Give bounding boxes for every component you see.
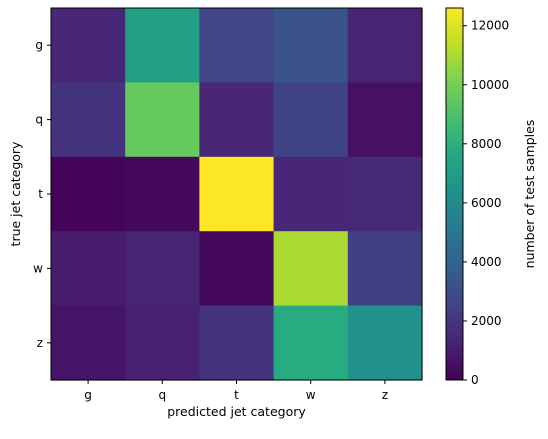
- heatmap-cell-z-q: [125, 305, 200, 381]
- y-tick-label-q: q: [35, 113, 43, 127]
- x-tick-label-g: g: [84, 388, 92, 402]
- heatmap-cell-q-g: [51, 82, 126, 158]
- heatmap-cell-q-z: [347, 82, 423, 158]
- heatmap-cell-w-t: [199, 231, 275, 307]
- colorbar-tick-label-8000: 8000: [471, 137, 502, 151]
- heatmap-cell-z-t: [199, 305, 275, 381]
- heatmap-cells: [51, 8, 423, 381]
- heatmap-cell-g-t: [199, 8, 275, 83]
- heatmap-cell-t-t: [199, 156, 275, 232]
- colorbar-label: number of test samples: [522, 120, 537, 269]
- heatmap-cell-g-q: [125, 8, 200, 83]
- heatmap-cell-g-w: [273, 8, 349, 83]
- colorbar-frame: [445, 7, 464, 381]
- colorbar-tick-label-10000: 10000: [471, 78, 509, 92]
- colorbar-tick-label-2000: 2000: [471, 314, 502, 328]
- heatmap-cell-z-w: [273, 305, 349, 381]
- heatmap-cell-t-w: [273, 156, 349, 232]
- colorbar-tick-label-12000: 12000: [471, 19, 509, 33]
- heatmap-cell-q-q: [125, 82, 200, 158]
- y-tick-label-t: t: [38, 187, 43, 201]
- x-tick-label-q: q: [158, 388, 166, 402]
- colorbar-tick-label-0: 0: [471, 373, 479, 387]
- heatmap-cell-t-g: [51, 156, 126, 232]
- y-tick-label-z: z: [37, 336, 43, 350]
- heatmap-cell-g-z: [347, 8, 423, 83]
- colorbar-tick-label-4000: 4000: [471, 255, 502, 269]
- heatmap-cell-t-z: [347, 156, 423, 232]
- heatmap-cell-w-g: [51, 231, 126, 307]
- x-tick-label-z: z: [382, 388, 388, 402]
- heatmap-cell-t-q: [125, 156, 200, 232]
- heatmap-cell-w-q: [125, 231, 200, 307]
- colorbar-tick-label-6000: 6000: [471, 196, 502, 210]
- y-axis-ticks: g q t w z: [33, 38, 51, 350]
- x-axis-label: predicted jet category: [167, 404, 306, 419]
- x-tick-label-t: t: [234, 388, 239, 402]
- heatmap-cell-q-t: [199, 82, 275, 158]
- y-tick-label-g: g: [35, 38, 43, 52]
- y-axis-label: true jet category: [8, 141, 23, 247]
- heatmap-cell-w-z: [347, 231, 423, 307]
- colorbar-ticks: 0 2000 4000 6000 8000 10000 12000: [463, 19, 509, 387]
- heatmap-cell-q-w: [273, 82, 349, 158]
- heatmap-cell-w-w: [273, 231, 349, 307]
- heatmap-cell-z-z: [347, 305, 423, 381]
- colorbar: [446, 8, 463, 380]
- heatmap-cell-g-g: [51, 8, 126, 83]
- x-tick-label-w: w: [306, 388, 316, 402]
- y-tick-label-w: w: [33, 261, 43, 275]
- heatmap-cell-z-g: [51, 305, 126, 381]
